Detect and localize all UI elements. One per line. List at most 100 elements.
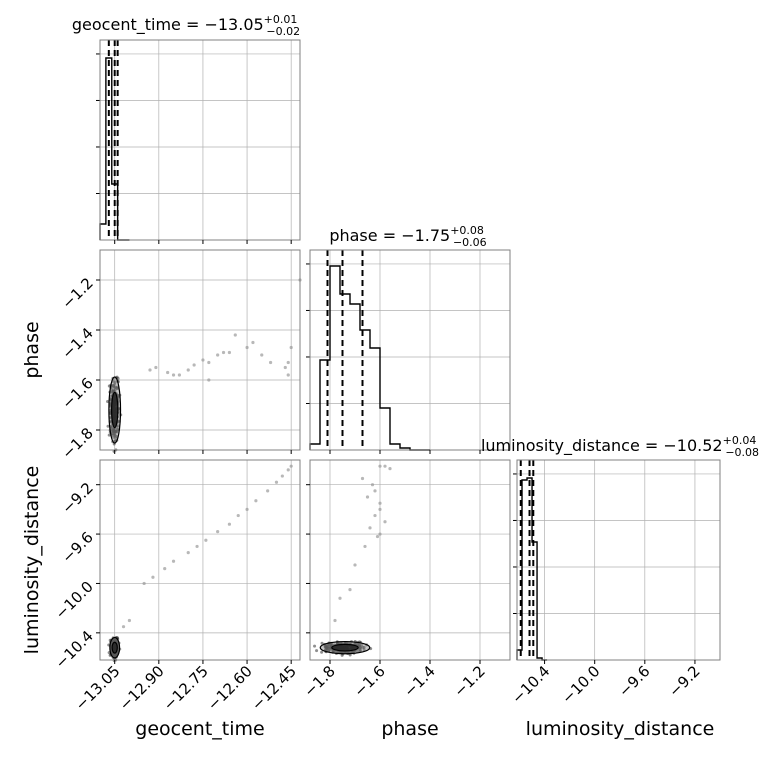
x-axis-label-geocent_time: geocent_time	[135, 718, 264, 740]
density-point-luminosity_distance_vs_phase	[360, 643, 364, 647]
scatter-point-luminosity_distance_vs_geocent_time-16	[289, 464, 293, 468]
title-value: luminosity_distance = −10.52	[481, 436, 723, 456]
density-point-luminosity_distance_vs_phase	[324, 645, 328, 649]
scatter-point-phase_vs_geocent_time-0	[148, 368, 152, 372]
density-point-luminosity_distance_vs_phase	[358, 645, 362, 649]
density-point-luminosity_distance_vs_phase	[358, 648, 362, 652]
scatter-point-luminosity_distance_vs_geocent_time-17	[127, 618, 132, 623]
scatter-point-luminosity_distance_vs_phase-3	[370, 483, 375, 487]
scatter-point-luminosity_distance_vs_geocent_time-4	[186, 550, 190, 555]
density-point-luminosity_distance_vs_phase	[324, 647, 328, 651]
y-axis-label-luminosity_distance: luminosity_distance	[21, 466, 43, 655]
y-tick-label-luminosity_distance: −9.6	[58, 528, 96, 566]
x-axis-label-luminosity_distance: luminosity_distance	[526, 718, 715, 740]
scatter-point-luminosity_distance_vs_phase-18	[375, 534, 380, 539]
title-value: phase = −1.75	[329, 226, 450, 245]
scatter-point-luminosity_distance_vs_phase-0	[378, 464, 382, 468]
scatter-point-phase_vs_geocent_time-10	[227, 350, 232, 355]
x-tick-label-luminosity_distance: −9.2	[665, 662, 703, 700]
scatter-point-luminosity_distance_vs_geocent_time-12	[266, 489, 270, 493]
y-tick-label-phase: −1.4	[58, 324, 96, 362]
panel-title-geocent_time: geocent_time = −13.05+0.01 −0.02	[72, 13, 300, 38]
scatter-point-phase_vs_geocent_time-9	[221, 350, 226, 355]
scatter-point-luminosity_distance_vs_phase-4	[365, 495, 370, 499]
scatter-point-luminosity_distance_vs_phase-8	[378, 532, 382, 536]
scatter-point-luminosity_distance_vs_geocent_time-7	[216, 530, 220, 534]
scatter-point-luminosity_distance_vs_geocent_time-11	[254, 499, 258, 503]
density-point-luminosity_distance_vs_phase	[348, 653, 352, 657]
scatter-point-phase_vs_geocent_time-4	[186, 368, 190, 372]
scatter-point-luminosity_distance_vs_geocent_time-18	[121, 625, 126, 629]
scatter-point-phase_vs_geocent_time-1	[154, 365, 158, 370]
density-point-phase_vs_geocent_time	[106, 424, 110, 428]
scatter-point-luminosity_distance_vs_phase-17	[360, 476, 365, 481]
density-point-luminosity_distance_vs_phase	[328, 646, 332, 650]
x-tick-label-geocent_time: −12.60	[204, 662, 256, 714]
scatter-point-luminosity_distance_vs_geocent_time-10	[245, 507, 249, 511]
density-point-phase_vs_geocent_time	[111, 429, 115, 433]
scatter-point-luminosity_distance_vs_phase-15	[373, 489, 377, 493]
panel-hist-geocent_time	[99, 39, 301, 241]
title-plus: +0.04	[723, 434, 757, 447]
scatter-point-luminosity_distance_vs_phase-10	[363, 544, 367, 549]
y-tick-label-luminosity_distance: −10.0	[52, 578, 97, 623]
x-tick-label-geocent_time: −12.45	[248, 662, 300, 714]
x-tick-label-phase: −1.4	[400, 662, 438, 700]
density-point-phase_vs_geocent_time	[114, 429, 118, 433]
histogram-luminosity_distance	[516, 477, 548, 661]
scatter-point-phase_vs_geocent_time-21	[171, 373, 176, 377]
scatter-point-phase_vs_geocent_time-18	[286, 373, 290, 377]
y-axis-label-phase: phase	[21, 321, 43, 378]
scatter-point-luminosity_distance_vs_geocent_time-0	[142, 581, 146, 586]
density-point-luminosity_distance_vs_phase	[315, 649, 319, 653]
density-point-phase_vs_geocent_time	[116, 424, 120, 428]
y-tick-label-phase: −1.8	[58, 424, 96, 462]
scatter-point-luminosity_distance_vs_phase-11	[353, 563, 357, 567]
scatter-point-luminosity_distance_vs_phase-9	[368, 526, 372, 530]
contour-inner-phase_vs_geocent_time	[110, 391, 119, 429]
scatter-point-luminosity_distance_vs_geocent_time-15	[286, 468, 290, 472]
title-value: geocent_time = −13.05	[72, 15, 264, 35]
x-tick-label-geocent_time: −13.05	[72, 662, 124, 714]
panel-phase-vs-geocent_time	[99, 249, 301, 451]
y-tick-label-luminosity_distance: −9.2	[58, 479, 96, 517]
scatter-point-luminosity_distance_vs_phase-5	[378, 507, 382, 511]
title-plus: +0.01	[264, 13, 298, 26]
x-tick-label-luminosity_distance: −9.6	[615, 662, 653, 700]
scatter-point-luminosity_distance_vs_geocent_time-2	[163, 567, 167, 571]
x-tick-label-luminosity_distance: −10.0	[558, 662, 603, 707]
y-tick-label-phase: −1.6	[58, 374, 96, 412]
title-minus: −0.02	[266, 25, 300, 38]
x-tick-label-geocent_time: −12.75	[160, 662, 212, 714]
scatter-point-phase_vs_geocent_time-13	[251, 340, 255, 345]
scatter-point-luminosity_distance_vs_phase-7	[383, 520, 387, 524]
scatter-point-luminosity_distance_vs_phase-1	[383, 464, 387, 468]
y-tick-label-phase: −1.2	[58, 274, 96, 312]
scatter-point-phase_vs_geocent_time-11	[233, 333, 237, 337]
x-tick-label-phase: −1.6	[350, 662, 388, 700]
scatter-point-luminosity_distance_vs_phase-13	[338, 596, 342, 600]
scatter-point-luminosity_distance_vs_geocent_time-13	[274, 480, 279, 484]
x-tick-label-phase: −1.2	[450, 662, 488, 700]
scatter-point-phase_vs_geocent_time-12	[245, 345, 249, 350]
y-tick-label-luminosity_distance: −10.4	[52, 627, 97, 672]
scatter-point-luminosity_distance_vs_geocent_time-3	[171, 559, 176, 563]
density-point-phase_vs_geocent_time	[106, 399, 110, 403]
panel-luminosity_distance-vs-geocent_time	[99, 459, 301, 661]
density-point-phase_vs_geocent_time	[114, 436, 118, 440]
scatter-point-luminosity_distance_vs_phase-14	[333, 618, 337, 623]
scatter-point-phase_vs_geocent_time-8	[216, 353, 220, 357]
scatter-point-phase_vs_geocent_time-6	[201, 358, 205, 362]
density-point-luminosity_distance_vs_phase	[320, 641, 324, 645]
x-tick-label-geocent_time: −12.90	[116, 662, 168, 714]
title-plus: +0.08	[450, 224, 484, 237]
scatter-point-luminosity_distance_vs_phase-2	[388, 467, 392, 471]
scatter-point-phase_vs_geocent_time-16	[283, 365, 287, 370]
density-point-luminosity_distance_vs_phase	[313, 644, 317, 648]
density-point-phase_vs_geocent_time	[107, 433, 111, 437]
panel-luminosity_distance-vs-phase	[309, 459, 511, 661]
title-minus: −0.06	[453, 236, 487, 249]
contour-inner-luminosity_distance_vs_phase	[331, 643, 359, 652]
scatter-point-luminosity_distance_vs_geocent_time-9	[236, 513, 240, 518]
